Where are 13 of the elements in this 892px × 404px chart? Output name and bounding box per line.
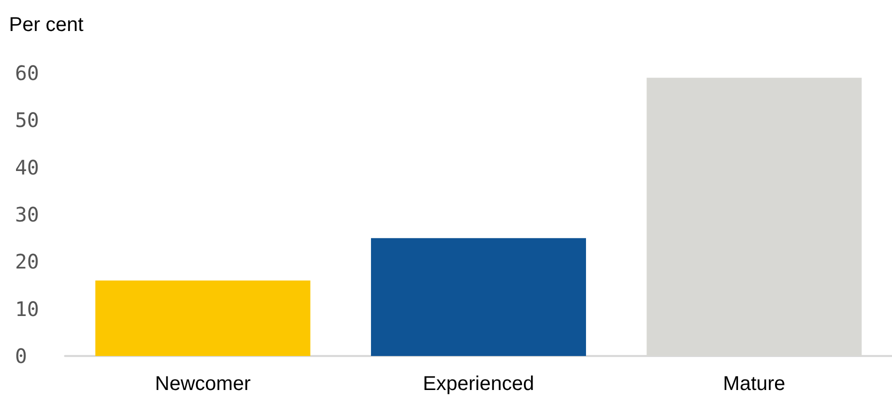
x-tick-label: Mature [723, 373, 786, 395]
y-tick-label: 20 [15, 250, 40, 274]
y-tick-label: 40 [15, 155, 40, 180]
bar [95, 280, 310, 356]
x-tick-label: Newcomer [155, 373, 251, 395]
y-tick-label: 0 [15, 344, 28, 368]
y-tick-label: 60 [15, 61, 40, 85]
y-axis-title: Per cent [9, 14, 84, 36]
y-tick-label: 30 [15, 202, 40, 226]
y-tick-label: 10 [15, 296, 40, 321]
y-tick-label: 50 [15, 108, 40, 132]
bar [370, 238, 586, 356]
x-tick-label: Experienced [422, 373, 534, 395]
